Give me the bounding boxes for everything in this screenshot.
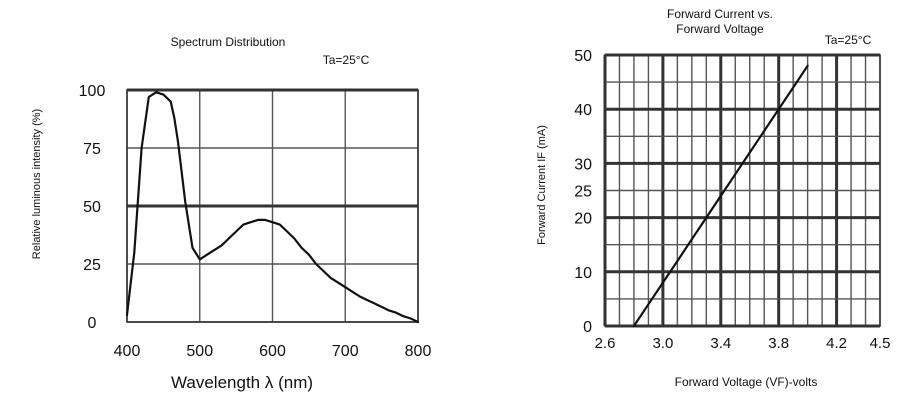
- spectrum-annotation: Ta=25°C: [323, 53, 370, 67]
- iv-y-tick-label: 30: [574, 156, 592, 173]
- iv-ylabel: Forward Current IF (mA): [536, 125, 548, 245]
- spectrum-series-line: [125, 91, 420, 324]
- spectrum-y-tick-label: 75: [83, 141, 101, 158]
- spectrum-tick-labels: 400 500 600 700 800 0 25 50 75 100: [79, 83, 432, 360]
- iv-y-tick-label: 40: [574, 102, 592, 119]
- iv-annotation: Ta=25°C: [825, 33, 872, 47]
- spectrum-chart: Spectrum Distribution Ta=25°C Relative l…: [31, 35, 431, 392]
- iv-y-tick-label: 50: [574, 48, 592, 65]
- spectrum-y-tick-label: 25: [83, 257, 101, 274]
- iv-y-tick-label: 10: [574, 265, 592, 282]
- spectrum-x-tick-label: 500: [186, 343, 213, 360]
- iv-x-tick-label: 2.6: [595, 335, 616, 352]
- spectrum-grid: [126, 88, 419, 323]
- iv-y-tick-label: 25: [574, 184, 592, 201]
- spectrum-xlabel: Wavelength λ (nm): [171, 373, 313, 392]
- iv-series-line: [632, 64, 809, 328]
- spectrum-x-tick-label: 700: [332, 343, 359, 360]
- iv-y-tick-label: 0: [583, 319, 592, 336]
- iv-title-line1: Forward Current vs.: [667, 7, 773, 21]
- iv-grid: [603, 53, 881, 328]
- spectrum-x-tick-label: 600: [259, 343, 286, 360]
- spectrum-y-tick-label: 50: [83, 199, 101, 216]
- iv-x-tick-label: 4.2: [826, 335, 847, 352]
- spectrum-y-tick-label: 100: [79, 83, 106, 100]
- spectrum-y-tick-label: 0: [88, 315, 97, 332]
- iv-x-tick-label: 4.5: [870, 335, 891, 352]
- iv-y-tick-label: 20: [574, 211, 592, 228]
- iv-x-tick-label: 3.8: [768, 335, 789, 352]
- iv-plot-frame: [604, 54, 881, 327]
- iv-chart: Forward Current vs. Forward Voltage Ta=2…: [536, 7, 890, 389]
- spectrum-plot-frame: [126, 89, 419, 323]
- iv-tick-labels: 2.6 3.0 3.4 3.8 4.2 4.5 0 10 20 25 30 40 50: [574, 48, 890, 352]
- spectrum-x-tick-label: 400: [114, 343, 141, 360]
- spectrum-title: Spectrum Distribution: [171, 35, 286, 49]
- iv-title-line2: Forward Voltage: [676, 22, 764, 36]
- spectrum-ylabel: Relative luminous intensity (%): [31, 109, 43, 259]
- iv-x-tick-label: 3.4: [710, 335, 731, 352]
- iv-x-tick-label: 3.0: [652, 335, 673, 352]
- spectrum-x-tick-label: 800: [405, 343, 432, 360]
- iv-xlabel: Forward Voltage (VF)-volts: [675, 375, 818, 389]
